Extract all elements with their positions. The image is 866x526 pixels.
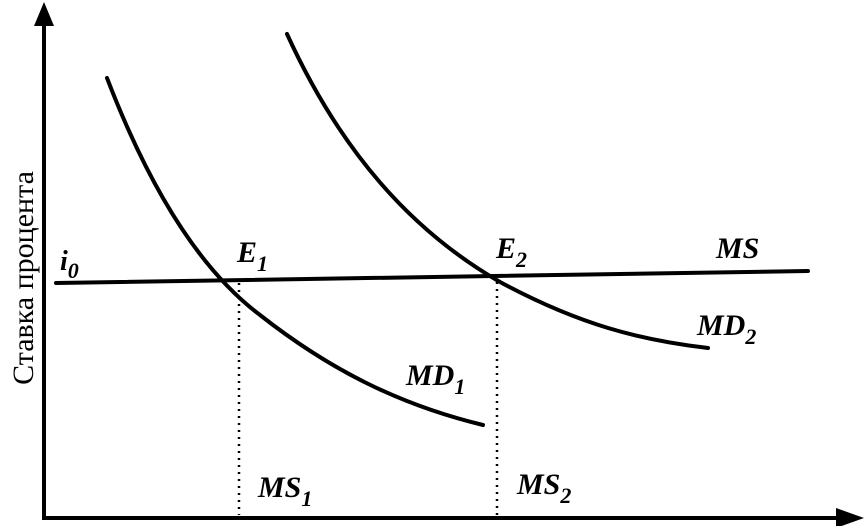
md2-curve [285,32,710,350]
ms1-label: MS1 [257,471,312,511]
y-axis [34,2,54,518]
md1-label: MD1 [405,359,465,399]
i0-label: i0 [60,246,79,283]
ms2-label: MS2 [516,468,571,508]
ms-label: MS [715,232,759,265]
x-axis [42,508,864,526]
ms-line [54,269,810,285]
e2-label: E2 [495,232,527,272]
e1-label: E1 [236,236,268,276]
md2-label: MD2 [696,309,756,349]
y-axis-title: Ставка процента [7,171,40,385]
md1-curve [105,76,485,427]
